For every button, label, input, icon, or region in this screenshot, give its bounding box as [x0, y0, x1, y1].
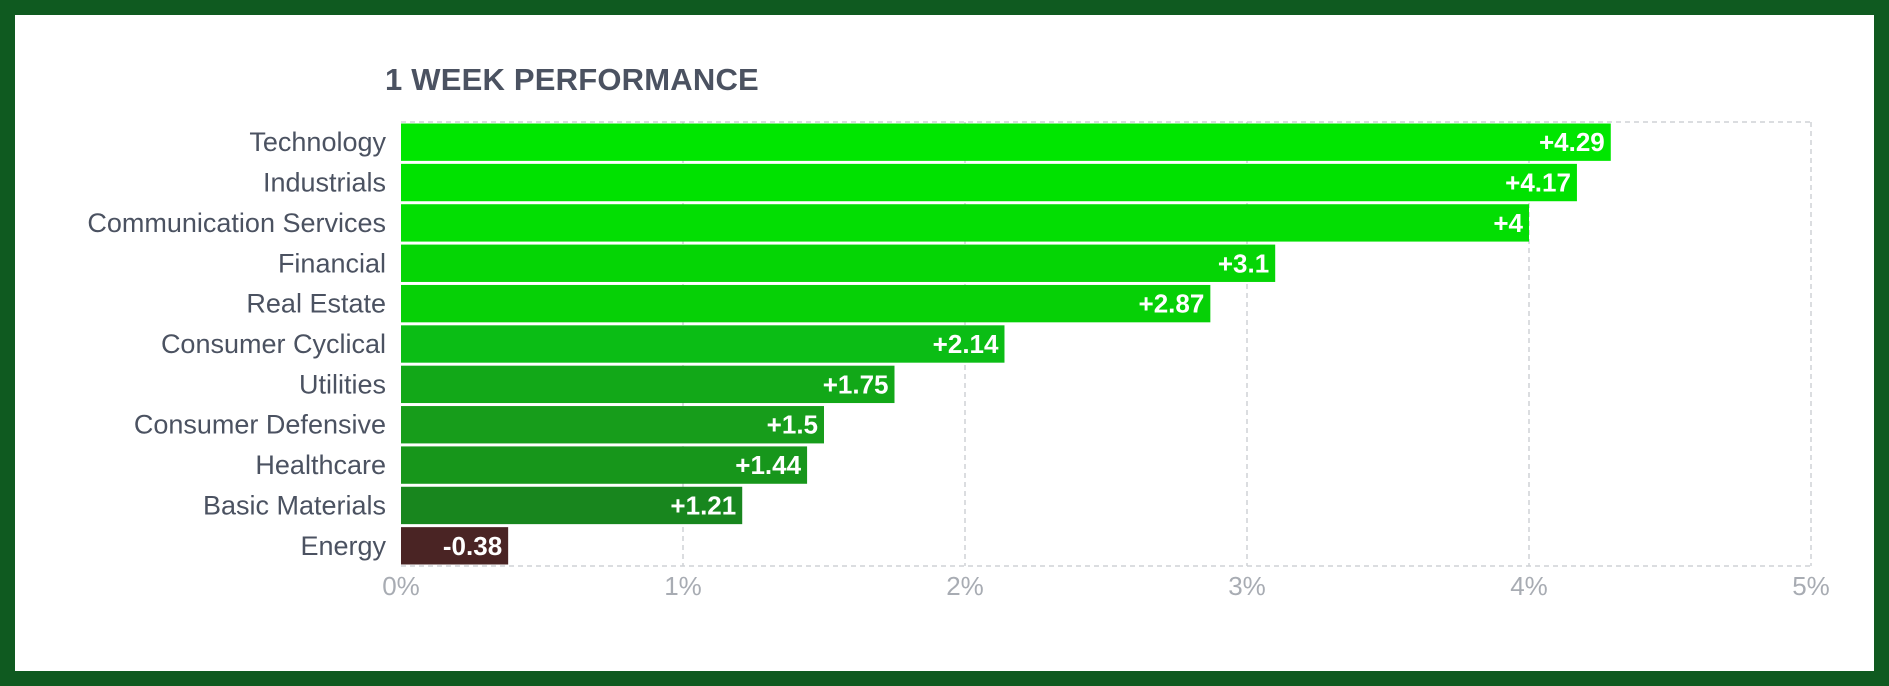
- bar: [401, 204, 1529, 242]
- bar: [401, 163, 1577, 202]
- bar: [401, 406, 824, 444]
- category-label: Financial: [278, 248, 386, 278]
- category-label: Real Estate: [246, 289, 386, 319]
- x-tick-label: 1%: [664, 571, 702, 601]
- x-tick-label: 2%: [946, 571, 984, 601]
- category-label: Basic Materials: [203, 490, 386, 520]
- category-label: Healthcare: [255, 450, 386, 480]
- bar: [401, 244, 1276, 282]
- bar: [401, 284, 1211, 323]
- category-label: Energy: [300, 531, 386, 561]
- value-label: +1.5: [767, 410, 818, 440]
- chart-title: 1 WEEK PERFORMANCE: [385, 62, 759, 97]
- bar: [401, 365, 895, 404]
- bar: [401, 123, 1611, 161]
- category-label: Technology: [249, 127, 386, 157]
- value-label: +1.75: [823, 369, 889, 399]
- category-label: Communication Services: [87, 208, 386, 238]
- bar: [401, 446, 808, 484]
- value-label: +2.87: [1139, 289, 1205, 319]
- x-tick-label: 4%: [1510, 571, 1548, 601]
- bar: [401, 486, 743, 525]
- value-label: +4.29: [1539, 127, 1605, 157]
- value-label: +4.17: [1505, 168, 1571, 198]
- category-label: Consumer Cyclical: [161, 329, 386, 359]
- category-label: Industrials: [263, 168, 386, 198]
- value-label: +4: [1493, 208, 1523, 238]
- bar: [401, 527, 509, 565]
- category-label: Consumer Defensive: [134, 410, 386, 440]
- value-label: +3.1: [1218, 248, 1269, 278]
- x-tick-label: 0%: [382, 571, 420, 601]
- value-label: +2.14: [933, 329, 999, 359]
- value-label: +1.21: [670, 490, 736, 520]
- value-label: -0.38: [443, 531, 502, 561]
- x-tick-label: 3%: [1228, 571, 1266, 601]
- bar: [401, 325, 1005, 363]
- value-label: +1.44: [735, 450, 801, 480]
- category-label: Utilities: [299, 369, 386, 399]
- x-tick-label: 5%: [1792, 571, 1830, 601]
